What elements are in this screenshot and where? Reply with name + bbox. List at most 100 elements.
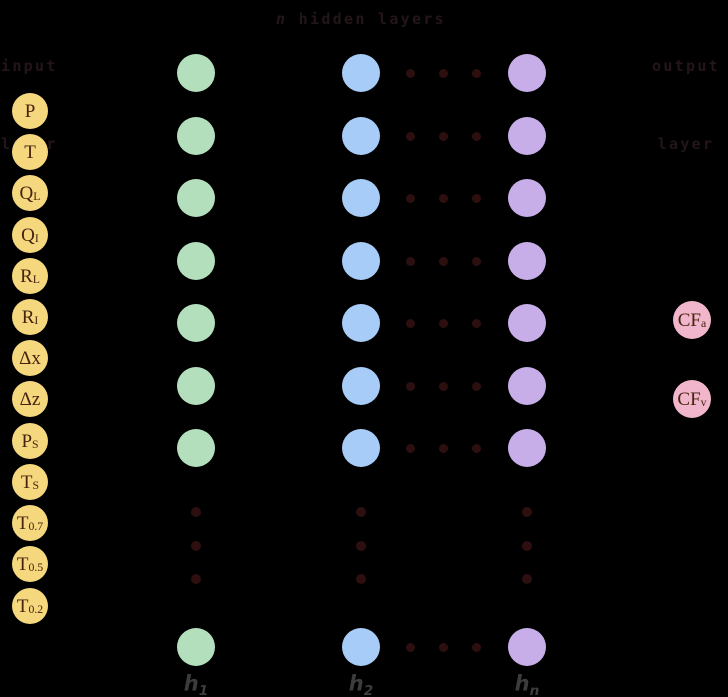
node-label-sub: 0.5 <box>28 560 44 574</box>
inter-layer-dot <box>405 193 415 203</box>
column-label-h1: h1 <box>184 673 209 697</box>
ellipsis-dot-h2 <box>356 574 366 584</box>
inter-layer-dot <box>438 318 448 328</box>
node-label-sub: I <box>34 313 39 327</box>
column-label-sub: 1 <box>198 682 209 697</box>
hidden-node-h2-6 <box>342 429 380 467</box>
inter-layer-dot <box>471 256 481 266</box>
node-label-sub: 0.7 <box>28 519 44 533</box>
inter-layer-dot <box>405 381 415 391</box>
inter-layer-dot <box>471 68 481 78</box>
inter-layer-dot <box>471 443 481 453</box>
hidden-node-h1-5 <box>177 367 215 405</box>
node-label-main: P <box>24 100 36 122</box>
hidden-node-hn-1 <box>508 117 546 155</box>
node-label-main: T <box>24 141 36 163</box>
input-node-P: P <box>12 93 48 129</box>
column-label-sub: 2 <box>363 682 374 697</box>
output-layer-header-line1: output <box>652 57 720 75</box>
hidden-node-hn-0 <box>508 54 546 92</box>
input-node-T0.5: T 0.5 <box>12 546 48 582</box>
ellipsis-dot-h1 <box>191 507 201 517</box>
inter-layer-dot <box>471 318 481 328</box>
hidden-node-h1-4 <box>177 304 215 342</box>
ellipsis-dot-hn <box>522 507 532 517</box>
node-label-main: Δx <box>19 347 41 369</box>
hidden-node-h1-6 <box>177 429 215 467</box>
inter-layer-dot <box>405 68 415 78</box>
inter-layer-dot <box>438 68 448 78</box>
inter-layer-dot <box>438 131 448 141</box>
node-label-main: T <box>20 471 33 493</box>
node-label-main: CF <box>677 309 701 331</box>
inter-layer-dot <box>405 256 415 266</box>
node-label-sub: I <box>34 231 39 245</box>
node-label-main: T <box>16 512 29 534</box>
inter-layer-dot <box>405 131 415 141</box>
hidden-node-h2-5 <box>342 367 380 405</box>
hidden-layers-header: n hidden layers <box>220 6 502 32</box>
hidden-node-h2-7 <box>342 628 380 666</box>
output-layer-header-line2: layer <box>657 135 715 153</box>
input-layer-header-line1: input <box>1 57 58 75</box>
output-node-CFv: CF v <box>673 380 711 418</box>
output-node-CFa: CF a <box>673 301 711 339</box>
column-label-h2: h2 <box>348 671 374 697</box>
inter-layer-dot <box>438 642 448 652</box>
hidden-layers-header-n: n <box>276 10 288 28</box>
inter-layer-dot <box>471 381 481 391</box>
node-label-sub: L <box>33 189 41 203</box>
input-node-T0.2: T 0.2 <box>12 588 48 624</box>
node-label-main: Q <box>21 224 35 246</box>
hidden-node-h1-0 <box>177 54 215 92</box>
node-label-main: Q <box>19 182 34 204</box>
node-label-main: P <box>21 430 33 452</box>
hidden-node-h2-1 <box>342 117 380 155</box>
node-label-sub: a <box>701 316 707 330</box>
inter-layer-dot <box>438 193 448 203</box>
inter-layer-dot <box>405 642 415 652</box>
inter-layer-dot <box>438 443 448 453</box>
inter-layer-dot <box>405 443 415 453</box>
hidden-node-h2-3 <box>342 242 380 280</box>
output-layer-header: output layer <box>646 1 726 209</box>
node-label-sub: S <box>32 437 39 451</box>
column-label-sub: n <box>529 682 540 697</box>
inter-layer-dot <box>471 131 481 141</box>
node-label-main: Δz <box>19 388 41 410</box>
input-node-Δx: Δx <box>12 340 48 376</box>
node-label-sub: 0.2 <box>28 602 44 616</box>
hidden-node-h2-2 <box>342 179 380 217</box>
hidden-node-hn-3 <box>508 242 546 280</box>
input-node-Δz: Δz <box>12 381 48 417</box>
column-label-main: h <box>514 671 530 696</box>
ellipsis-dot-hn <box>522 541 532 551</box>
hidden-node-hn-2 <box>508 179 546 217</box>
hidden-node-h1-3 <box>177 242 215 280</box>
hidden-node-h1-1 <box>177 117 215 155</box>
column-label-main: h <box>348 671 364 696</box>
node-label-main: R <box>21 306 35 328</box>
ellipsis-dot-h2 <box>356 541 366 551</box>
hidden-node-h1-2 <box>177 179 215 217</box>
hidden-node-h2-0 <box>342 54 380 92</box>
ellipsis-dot-h1 <box>191 574 201 584</box>
node-label-main: CF <box>677 388 701 410</box>
inter-layer-dot <box>438 381 448 391</box>
hidden-node-hn-6 <box>508 429 546 467</box>
inter-layer-dot <box>471 193 481 203</box>
input-node-T: T <box>12 134 48 170</box>
hidden-node-h1-7 <box>177 628 215 666</box>
node-label-main: T <box>16 595 29 617</box>
node-label-sub: S <box>32 478 40 492</box>
node-label-main: T <box>16 553 29 575</box>
hidden-node-hn-5 <box>508 367 546 405</box>
hidden-node-h2-4 <box>342 304 380 342</box>
inter-layer-dot <box>471 642 481 652</box>
